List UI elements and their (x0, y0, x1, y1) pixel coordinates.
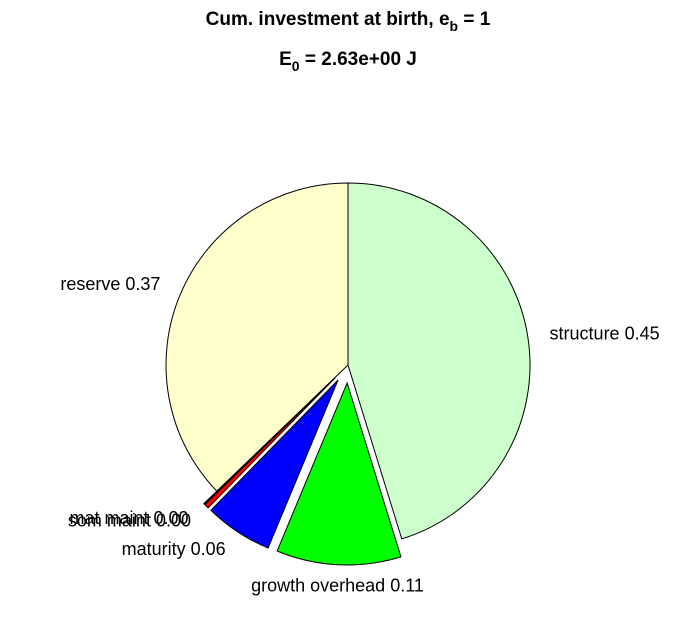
pie-slice (210, 379, 339, 549)
category-label: mat maint (69, 508, 148, 528)
slice-label: som maint 0.00 (68, 510, 191, 530)
subtitle-text: E (279, 49, 292, 70)
chart-title: Cum. investment at birth, eb = 1 (206, 9, 491, 34)
value-label: 0.11 (390, 575, 424, 595)
value-label: 0.00 (156, 510, 191, 530)
title-text: Cum. investment at birth, e (206, 9, 450, 30)
subtitle-text: = 2.63e+00 J (300, 49, 417, 70)
slice-label: mat maint 0.00 (69, 508, 188, 528)
slice-label: structure 0.45 (550, 323, 660, 343)
title-text: = 1 (458, 9, 491, 30)
slice-label: reserve 0.37 (60, 274, 160, 294)
pie-slice (165, 182, 349, 492)
category-label: maturity (122, 539, 186, 559)
value-label: 0.00 (154, 508, 189, 528)
category-label: structure (550, 323, 620, 343)
pie-slice (276, 381, 402, 566)
value-label: 0.37 (125, 274, 160, 294)
subtitle-subscript: 0 (292, 58, 300, 74)
category-label: som maint (68, 510, 151, 530)
chart-subtitle: E0 = 2.63e+00 J (279, 49, 417, 74)
value-label: 0.45 (625, 323, 660, 343)
slice-label: growth overhead 0.11 (251, 575, 424, 595)
category-label: reserve (60, 274, 120, 294)
title-subscript: b (450, 18, 459, 34)
slice-label: maturity 0.06 (122, 539, 226, 559)
category-label: growth overhead (251, 575, 385, 595)
pie-slice (347, 182, 531, 540)
value-label: 0.06 (191, 539, 226, 559)
